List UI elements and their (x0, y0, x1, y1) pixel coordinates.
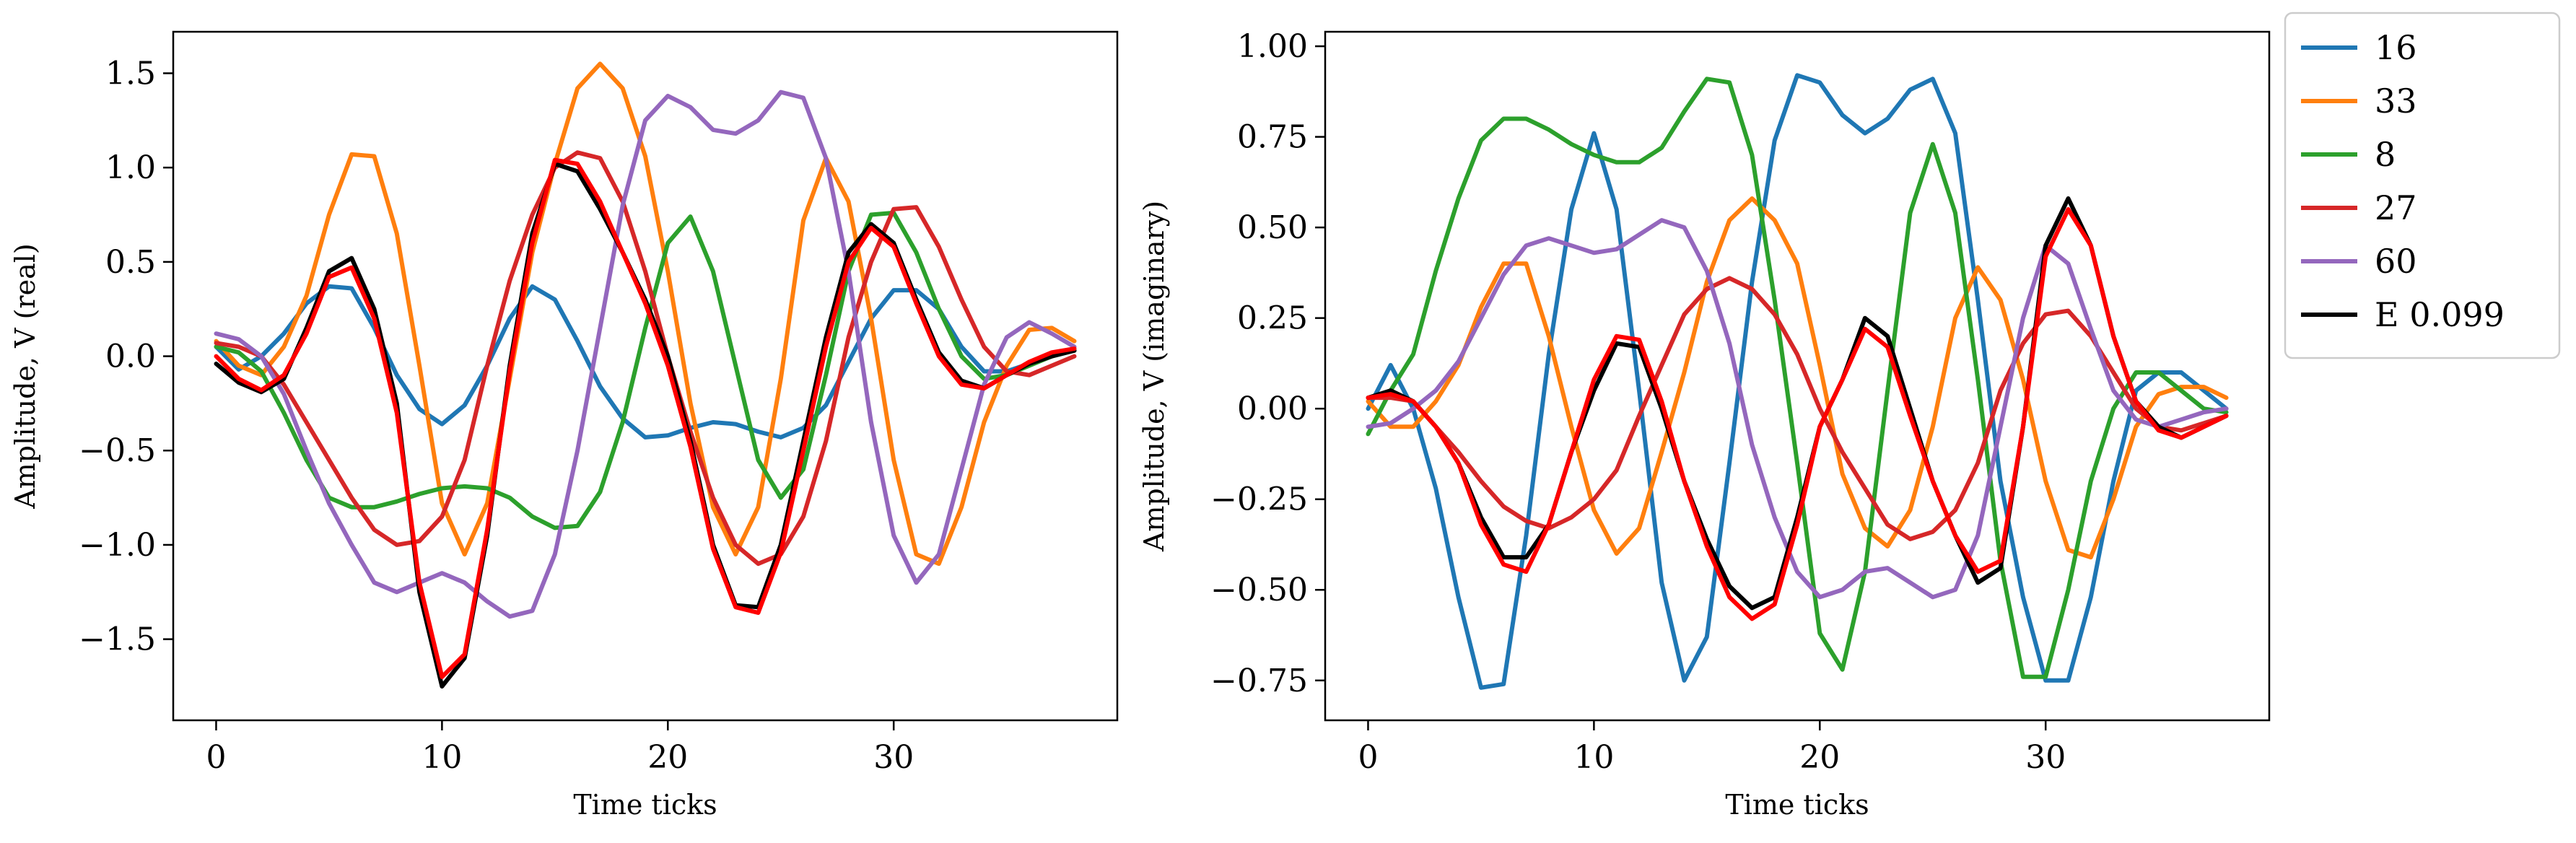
legend-label: 27 (2375, 188, 2417, 227)
series-line-27 (1366, 276, 2229, 541)
y-tick-label: −0.75 (1210, 663, 1308, 699)
y-axis-label: Amplitude, V (imaginary) (1138, 201, 1170, 552)
series-line-33 (1366, 196, 2229, 560)
x-tick-label: 20 (1799, 739, 1840, 776)
series-group (214, 61, 1077, 689)
series-line-16 (1366, 73, 2229, 690)
series-line-60 (1366, 218, 2229, 600)
legend-label: 16 (2375, 28, 2417, 67)
series-line-60 (214, 89, 1077, 619)
y-tick-label: 0.75 (1237, 119, 1308, 156)
y-axis-label: Amplitude, V (real) (9, 243, 41, 509)
x-axis-label: Time ticks (1725, 789, 1869, 821)
x-tick-label: 10 (422, 739, 462, 776)
y-tick-label: 0.5 (105, 244, 156, 281)
y-tick-label: 0.00 (1237, 390, 1308, 427)
y-tick-label: −0.25 (1210, 481, 1308, 518)
y-tick-label: −0.5 (79, 432, 156, 469)
plot-panel-real: 0 10 20 30 −1.5 −1.0 −0.5 0.0 0.5 1.0 1.5 Time tick… (9, 30, 1119, 821)
axes-frame (172, 30, 1119, 722)
x-tick-label: 0 (206, 739, 226, 776)
x-tick-label: 20 (647, 739, 688, 776)
y-tick-label: 0.50 (1237, 209, 1308, 246)
legend-label: 60 (2375, 242, 2417, 281)
legend-label: E 0.099 (2375, 295, 2505, 334)
series-line-E-0.099 (214, 162, 1077, 689)
x-axis-label: Time ticks (573, 789, 717, 821)
y-tick-label: 0.0 (105, 338, 156, 375)
x-tick-label: 30 (873, 739, 914, 776)
y-tick-label: 1.0 (105, 149, 156, 186)
y-tick-label: 0.25 (1237, 300, 1308, 337)
y-tick-label: −1.5 (79, 621, 156, 658)
plot-panel-imaginary: 0 10 20 30 −0.75 −0.50 −0.25 0.00 0.25 0.50 0.75 1.… (1138, 28, 2271, 821)
y-tick-label: 1.5 (105, 56, 156, 92)
series-line-fit (1366, 207, 2229, 621)
legend-label: 8 (2375, 135, 2396, 174)
y-tick-label: 1.00 (1237, 28, 1308, 65)
series-line-27 (214, 150, 1077, 567)
legend-label: 33 (2375, 82, 2417, 121)
x-tick-label: 10 (1573, 739, 1614, 776)
x-tick-label: 30 (2025, 739, 2066, 776)
series-line-fit (214, 157, 1077, 679)
y-tick-label: −1.0 (79, 527, 156, 564)
series-line-8 (1366, 77, 2229, 679)
x-tick-label: 0 (1358, 739, 1378, 776)
series-group (1366, 73, 2229, 690)
y-tick-label: −0.50 (1210, 572, 1308, 608)
legend: 16 33 8 27 60 E 0.099 (2284, 12, 2561, 359)
series-line-16 (214, 284, 1077, 440)
axes-frame (1324, 30, 2271, 722)
